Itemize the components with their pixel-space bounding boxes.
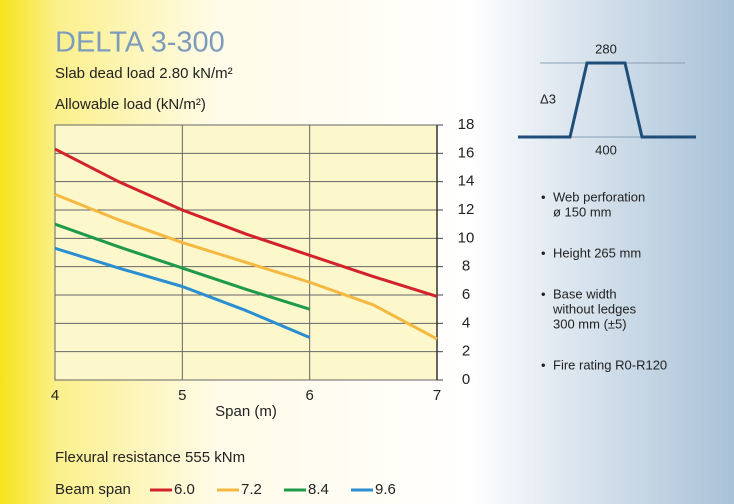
- bullet-text: Web perforation: [553, 189, 645, 204]
- note: Flexural resistance 555 kNm: [55, 449, 245, 466]
- legend-label: 7.2: [241, 481, 262, 498]
- bullet-dot: •: [541, 286, 546, 301]
- series-line: [54, 222, 311, 311]
- profile: [518, 61, 696, 139]
- bottom-width: 400: [595, 142, 617, 157]
- bullet-text: Fire rating R0-R120: [553, 357, 667, 372]
- bullet-dot: •: [541, 357, 546, 372]
- series-line: [54, 193, 438, 341]
- y-tick-label: 8: [462, 258, 470, 275]
- legend-label: 8.4: [308, 481, 329, 498]
- plot-area: [54, 124, 438, 381]
- series-line: [54, 147, 438, 298]
- subtitle: Slab dead load 2.80 kN/m²: [55, 65, 233, 82]
- series-line: [54, 246, 311, 339]
- y-tick-label: 4: [462, 314, 470, 331]
- bullet-text: Base width: [553, 286, 617, 301]
- y-tick-label: 10: [458, 229, 475, 246]
- x-axis-label: Span (m): [215, 403, 277, 420]
- bullet-text: ø 150 mm: [553, 204, 612, 219]
- x-tick-label: 5: [178, 387, 186, 404]
- height-label: Δ3: [540, 91, 556, 106]
- background-right: [470, 0, 734, 504]
- y-tick-label: 12: [458, 201, 475, 218]
- bullet-text: without ledges: [552, 301, 637, 316]
- x-tick-label: 7: [433, 387, 441, 404]
- y-axis-label: Allowable load (kN/m²): [55, 96, 206, 113]
- y-tick-label: 14: [458, 173, 475, 190]
- legend-label: 6.0: [174, 481, 195, 498]
- legend-title: Beam span: [55, 481, 131, 498]
- bullet-dot: •: [541, 245, 546, 260]
- bullet-dot: •: [541, 189, 546, 204]
- bullet-text: Height 265 mm: [553, 245, 641, 260]
- top-width: 280: [595, 41, 617, 56]
- y-tick-label: 16: [458, 144, 475, 161]
- title: DELTA 3-300: [55, 27, 225, 59]
- x-tick-label: 6: [305, 387, 313, 404]
- y-tick-label: 18: [458, 116, 475, 133]
- profile-diagram: 280 Δ3 400: [518, 41, 696, 157]
- y-tick-label: 2: [462, 343, 470, 360]
- legend-label: 9.6: [375, 481, 396, 498]
- bullet-text: 300 mm (±5): [553, 316, 627, 331]
- y-tick-label: 6: [462, 286, 470, 303]
- y-tick-label: 0: [462, 371, 470, 388]
- x-tick-label: 4: [51, 387, 59, 404]
